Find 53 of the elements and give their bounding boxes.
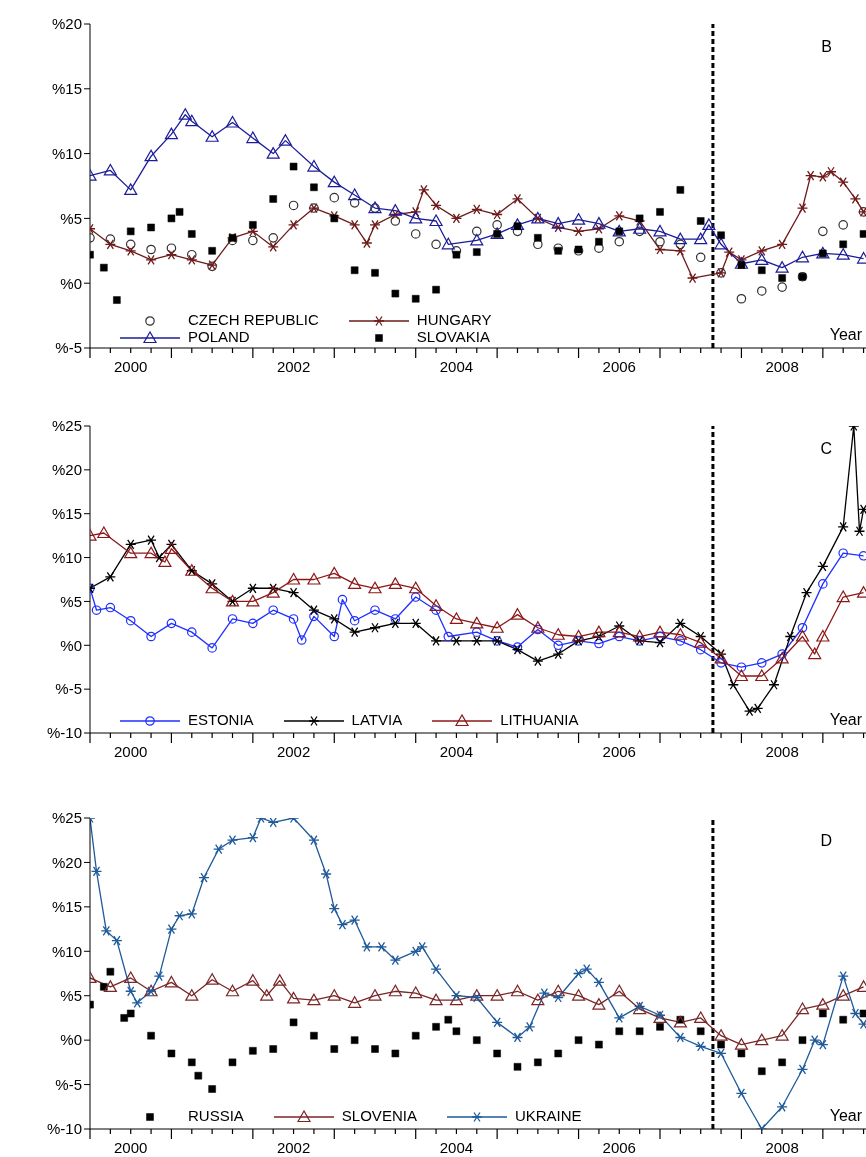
y-tick-label: %10	[51, 548, 82, 566]
y-tick-label: %5	[60, 209, 82, 227]
y-tick-label: %-5	[55, 680, 82, 698]
y-tick-label: %15	[51, 80, 82, 98]
y-tick-label: %-10	[46, 1120, 82, 1138]
y-tick-label: %0	[60, 274, 82, 292]
annotation: Year	[829, 711, 862, 729]
annotation: Year	[829, 326, 862, 344]
annotation: Year	[829, 1107, 862, 1125]
y-tick-label: %10	[51, 942, 82, 960]
y-tick-label: %25	[51, 417, 82, 435]
x-tick-label: 2000	[114, 358, 148, 375]
x-tick-label: 2008	[765, 1139, 799, 1156]
x-tick-label: 2002	[276, 1139, 311, 1156]
annotation: B	[821, 38, 832, 56]
y-tick-label: %5	[60, 592, 82, 610]
x-tick-label: 2006	[602, 1139, 636, 1156]
x-tick-label: 2002	[276, 358, 311, 375]
y-tick-label: %20	[51, 461, 82, 479]
annotation: D	[820, 832, 832, 850]
annotation: C	[820, 440, 832, 458]
x-tick-label: 2004	[439, 743, 474, 760]
x-tick-label: 2004	[439, 358, 474, 375]
legend-label: LITHUANIA	[500, 711, 579, 728]
y-tick-label: %-5	[55, 1075, 82, 1093]
legend-label: LATVIA	[351, 711, 403, 728]
y-tick-label: %0	[60, 1031, 82, 1049]
y-tick-label: %15	[51, 898, 82, 916]
x-tick-label: 2000	[114, 1139, 148, 1156]
x-tick-label: 2006	[602, 358, 636, 375]
y-tick-label: %-10	[46, 724, 82, 742]
x-tick-label: 2008	[765, 743, 799, 760]
y-tick-label: %20	[51, 853, 82, 871]
x-tick-label: 2008	[765, 358, 799, 375]
legend-label: HUNGARY	[416, 311, 492, 328]
legend-label: RUSSIA	[188, 1107, 244, 1124]
legend-label: SLOVENIA	[341, 1107, 417, 1124]
legend-label: ESTONIA	[188, 711, 254, 728]
y-tick-label: %15	[51, 505, 82, 523]
y-tick-label: %10	[51, 144, 82, 162]
y-tick-label: %-5	[55, 339, 82, 357]
x-tick-label: 2002	[276, 743, 311, 760]
legend-label: UKRAINE	[514, 1107, 582, 1124]
y-tick-label: %25	[51, 809, 82, 827]
x-tick-label: 2004	[439, 1139, 474, 1156]
x-tick-label: 2006	[602, 743, 636, 760]
legend-label: CZECH REPUBLIC	[188, 311, 319, 328]
y-tick-label: %20	[51, 15, 82, 33]
legend-label: SLOVAKIA	[416, 328, 490, 346]
y-tick-label: %5	[60, 987, 82, 1005]
x-tick-label: 2000	[114, 743, 148, 760]
legend-label: POLAND	[188, 328, 250, 346]
y-tick-label: %0	[60, 636, 82, 654]
